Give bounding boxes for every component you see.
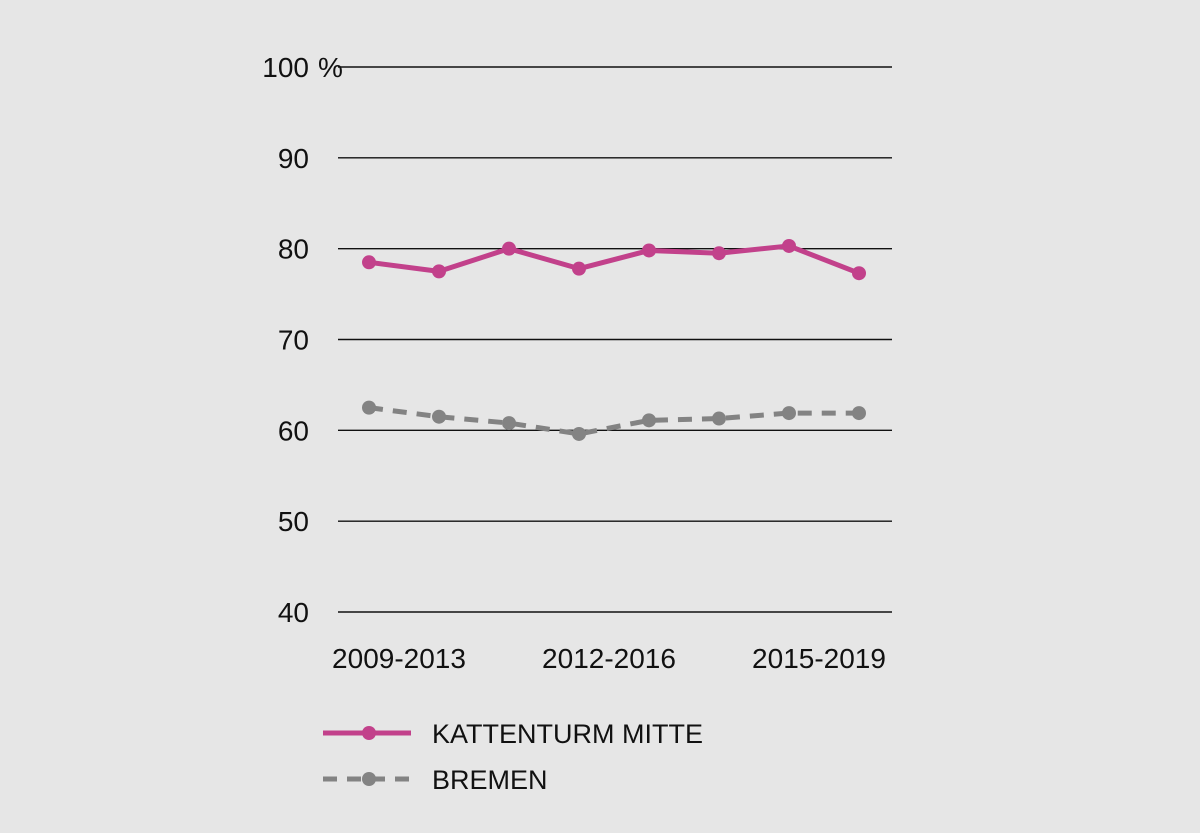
y-tick-label: 60: [278, 415, 309, 446]
x-tick-label: 2015-2019: [752, 643, 886, 674]
y-axis-ticks: 40 50 60 70 80 90 100: [262, 52, 309, 628]
series-lines: [368, 243, 860, 437]
x-tick-label: 2009-2013: [332, 643, 466, 674]
legend-item-kattenturm: KATTENTURM MITTE: [323, 719, 703, 749]
data-point: [362, 255, 376, 270]
data-point: [572, 261, 586, 276]
legend-swatch-marker: [362, 772, 376, 786]
y-tick-label: 80: [278, 234, 309, 265]
data-point: [712, 246, 726, 261]
y-tick-label: 50: [278, 506, 309, 537]
data-point: [642, 413, 656, 428]
legend-swatch-marker: [362, 726, 376, 740]
series-points: [362, 238, 866, 441]
data-point: [642, 243, 656, 258]
data-point: [852, 406, 866, 421]
series-line: [368, 243, 860, 276]
data-point: [572, 426, 586, 441]
gridlines: [338, 66, 892, 613]
legend: KATTENTURM MITTE BREMEN: [323, 719, 703, 795]
data-point: [782, 406, 796, 421]
y-tick-label: 100: [262, 52, 309, 83]
data-point: [432, 409, 446, 424]
y-tick-label: 40: [278, 597, 309, 628]
y-axis-unit: %: [318, 52, 343, 83]
data-point: [782, 238, 796, 253]
data-point: [712, 411, 726, 426]
x-axis-ticks: 2009-2013 2012-2016 2015-2019: [332, 643, 886, 674]
x-tick-label: 2012-2016: [542, 643, 676, 674]
legend-label: KATTENTURM MITTE: [432, 719, 703, 749]
legend-item-bremen: BREMEN: [323, 765, 548, 795]
data-point: [502, 416, 516, 431]
series-line: [368, 405, 859, 437]
legend-label: BREMEN: [432, 765, 548, 795]
y-tick-label: 70: [278, 325, 309, 356]
data-point: [852, 266, 866, 281]
data-point: [362, 400, 376, 415]
data-point: [432, 264, 446, 279]
data-point: [502, 241, 516, 256]
y-tick-label: 90: [278, 143, 309, 174]
